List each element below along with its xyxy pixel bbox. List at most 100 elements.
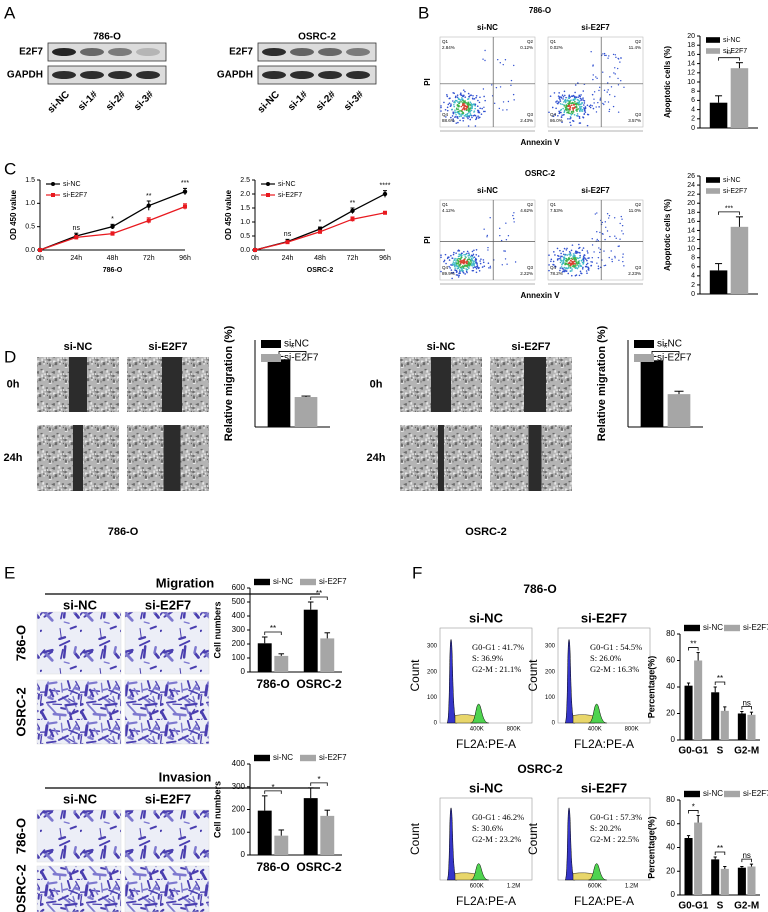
g1-peak xyxy=(446,807,458,881)
event-dot xyxy=(608,110,610,113)
y-axis-label: Percentage(%) xyxy=(646,656,656,719)
phase-stat: G0-G1 : 46.2% xyxy=(472,812,524,822)
event-dot xyxy=(590,51,592,53)
event-dot xyxy=(475,253,478,256)
event-dot xyxy=(582,262,585,264)
bar xyxy=(730,68,749,128)
event-dot xyxy=(568,262,571,265)
event-dot xyxy=(481,107,483,110)
event-dot xyxy=(576,101,579,104)
event-dot xyxy=(468,114,470,117)
event-dot xyxy=(572,109,574,111)
event-dot xyxy=(598,247,600,249)
bar xyxy=(257,643,272,672)
group-label: si-NC xyxy=(477,23,498,32)
event-dot xyxy=(560,252,562,255)
event-dot xyxy=(560,260,563,262)
event-dot xyxy=(571,112,573,114)
event-dot xyxy=(460,100,462,103)
event-dot xyxy=(454,101,456,104)
bar xyxy=(667,394,691,427)
g2-peak xyxy=(470,703,489,724)
event-dot xyxy=(513,221,515,223)
phase-stat: G2-M : 16.3% xyxy=(590,664,639,674)
event-dot xyxy=(462,111,465,114)
event-dot xyxy=(583,102,586,104)
event-dot xyxy=(607,82,609,84)
x-tick-label: 72h xyxy=(143,255,155,262)
event-dot xyxy=(570,104,573,107)
plot-frame xyxy=(439,199,536,281)
y-tick-label: 0 xyxy=(671,890,676,899)
y-tick-label: 400 xyxy=(232,759,246,768)
y-tick-label: 1.0 xyxy=(25,200,35,207)
event-dot xyxy=(599,251,601,254)
event-dot xyxy=(597,256,600,259)
event-dot xyxy=(469,118,472,121)
event-dot xyxy=(475,258,478,261)
event-dot xyxy=(577,265,580,267)
event-dot xyxy=(578,109,581,112)
event-dot xyxy=(463,117,465,119)
event-dot xyxy=(456,116,459,119)
event-dot xyxy=(455,260,457,262)
event-dot xyxy=(614,73,616,75)
event-dot xyxy=(558,97,560,99)
event-dot xyxy=(476,265,479,267)
event-dot xyxy=(465,260,468,263)
event-dot xyxy=(460,113,462,116)
event-dot xyxy=(621,230,623,232)
event-dot xyxy=(468,116,471,118)
event-dot xyxy=(582,258,585,261)
event-dot xyxy=(456,257,458,260)
event-dot xyxy=(502,109,504,111)
event-dot xyxy=(579,254,581,257)
event-dot xyxy=(462,262,465,265)
event-dot xyxy=(564,257,567,260)
lane-label: si-NC xyxy=(256,89,282,115)
point xyxy=(318,229,322,234)
event-dot xyxy=(620,57,622,59)
event-dot xyxy=(452,261,455,263)
event-dot xyxy=(566,267,569,270)
point xyxy=(182,189,188,194)
event-dot xyxy=(565,267,568,269)
event-dot xyxy=(440,256,442,259)
event-dot xyxy=(575,250,577,253)
x-tick-label: 96h xyxy=(179,255,191,262)
event-dot xyxy=(567,272,570,275)
event-dot xyxy=(462,89,465,91)
event-dot xyxy=(459,260,461,262)
event-dot xyxy=(582,108,584,111)
event-dot xyxy=(574,255,576,257)
y-axis-label: Cell numbers xyxy=(212,781,222,838)
quadrant-id: Q4 xyxy=(442,112,449,117)
event-dot xyxy=(569,255,571,257)
x-tick-label: G2-M xyxy=(734,746,759,757)
event-dot xyxy=(599,248,602,251)
event-dot xyxy=(592,65,594,67)
event-dot xyxy=(570,117,572,119)
event-dot xyxy=(457,263,460,265)
event-dot xyxy=(569,253,572,255)
sig-label: ns xyxy=(284,231,292,238)
event-dot xyxy=(578,274,581,277)
event-dot xyxy=(562,259,565,261)
event-dot xyxy=(565,270,568,272)
quadrant-id: Q3 xyxy=(635,265,642,270)
event-dot xyxy=(579,97,582,100)
x-tick-label: G2-M xyxy=(734,901,759,912)
event-dot xyxy=(579,252,581,254)
event-dot xyxy=(568,95,571,97)
event-dot xyxy=(507,100,510,103)
event-dot xyxy=(568,265,570,267)
event-dot xyxy=(443,259,446,262)
event-dot xyxy=(466,271,468,274)
transwell-image xyxy=(124,809,210,863)
event-dot xyxy=(456,274,459,276)
event-dot xyxy=(563,105,566,107)
event-dot xyxy=(557,114,559,117)
event-dot xyxy=(603,103,605,106)
event-dot xyxy=(466,266,469,268)
event-dot xyxy=(440,105,442,107)
